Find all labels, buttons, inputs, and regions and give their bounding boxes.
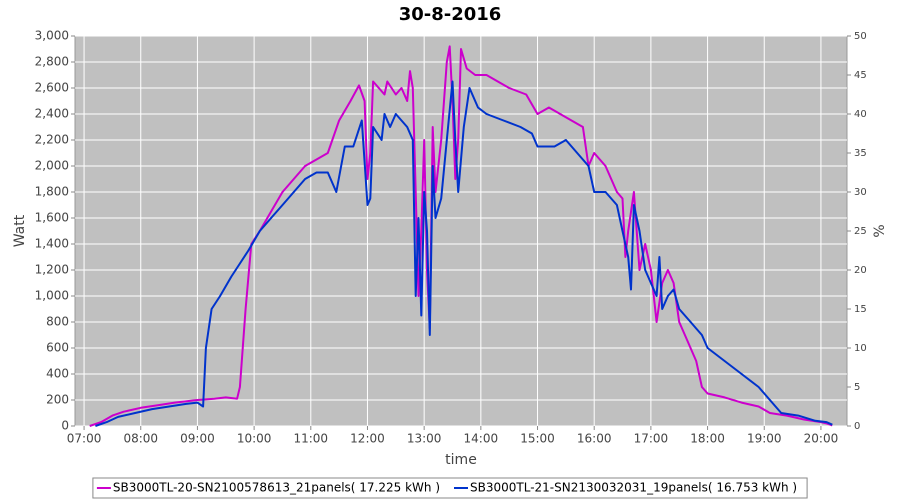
x-tick-label: 18:00 — [690, 432, 725, 446]
y-tick-label: 2,400 — [35, 107, 69, 121]
plot-area — [74, 35, 848, 427]
legend-box — [92, 477, 808, 499]
y2-axis-label: % — [872, 224, 888, 237]
y2-tick-label: 30 — [854, 187, 867, 198]
y-tick-label: 2,600 — [35, 81, 69, 95]
y2-tick-label: 35 — [854, 148, 867, 159]
y-tick-label: 1,800 — [35, 185, 69, 199]
series-line — [89, 45, 833, 427]
y2-tick-label: 50 — [854, 31, 867, 42]
legend-label: SB3000TL-20-SN2100578613_21panels( 17.22… — [113, 481, 440, 495]
series-line — [95, 80, 833, 427]
y-tick-label: 1,400 — [35, 237, 69, 251]
y2-tick-label: 0 — [854, 421, 860, 432]
x-tick-label: 14:00 — [464, 432, 499, 446]
y-tick-label: 0 — [61, 419, 69, 433]
y2-tick-label: 20 — [854, 265, 867, 276]
y2-tick-label: 10 — [854, 343, 867, 354]
x-tick-label: 19:00 — [747, 432, 782, 446]
x-tick-label: 10:00 — [237, 432, 272, 446]
x-tick-label: 07:00 — [67, 432, 102, 446]
x-tick-label: 16:00 — [577, 432, 612, 446]
y-tick-label: 1,000 — [35, 289, 69, 303]
y2-tick-label: 15 — [854, 304, 867, 315]
x-tick-label: 09:00 — [180, 432, 215, 446]
x-tick-label: 20:00 — [804, 432, 839, 446]
chart-title: 30-8-2016 — [399, 4, 502, 25]
legend-label: SB3000TL-21-SN2130032031_19panels( 16.75… — [470, 481, 797, 495]
x-tick-label: 17:00 — [634, 432, 669, 446]
y-tick-label: 2,200 — [35, 133, 69, 147]
y-tick-label: 400 — [46, 367, 69, 381]
x-tick-label: 11:00 — [293, 432, 328, 446]
y-tick-label: 1,200 — [35, 263, 69, 277]
y-tick-label: 3,000 — [35, 29, 69, 43]
y-tick-label: 600 — [46, 341, 69, 355]
x-tick-label: 12:00 — [350, 432, 385, 446]
y-tick-label: 2,000 — [35, 159, 69, 173]
y-tick-label: 200 — [46, 393, 69, 407]
y2-tick-label: 45 — [854, 70, 867, 81]
y2-tick-label: 25 — [854, 226, 867, 237]
y-axis-label: Watt — [12, 214, 28, 247]
x-tick-label: 15:00 — [520, 432, 555, 446]
y2-tick-label: 5 — [854, 382, 860, 393]
y-tick-label: 800 — [46, 315, 69, 329]
x-axis-label: time — [445, 452, 477, 468]
x-tick-label: 08:00 — [123, 432, 158, 446]
y2-tick-label: 40 — [854, 109, 867, 120]
y-tick-label: 1,600 — [35, 211, 69, 225]
x-tick-label: 13:00 — [407, 432, 442, 446]
y-tick-label: 2,800 — [35, 55, 69, 69]
